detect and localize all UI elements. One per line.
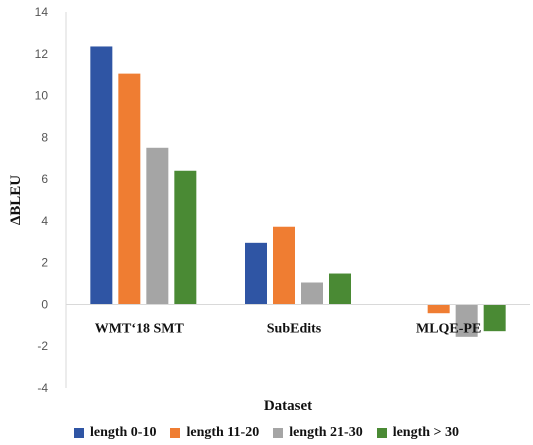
x-axis-title: Dataset [264, 398, 312, 414]
y-tick-label: 2 [41, 256, 48, 270]
legend-label: length 11-20 [186, 425, 260, 440]
legend-item: length 0-10 [73, 425, 157, 441]
legend-label: length 21-30 [289, 425, 363, 440]
bar [118, 73, 141, 305]
y-tick-label: 0 [41, 297, 48, 311]
y-tick-label: 6 [41, 172, 48, 186]
bar [146, 147, 169, 305]
category-label: SubEdits [267, 321, 322, 336]
legend: length 0-10 length 11-20 length 21-30 lengt… [0, 423, 533, 443]
legend-item: length > 30 [376, 425, 460, 441]
bar [273, 226, 295, 305]
y-tick-label: 14 [35, 5, 49, 19]
bar [455, 304, 478, 337]
bar [174, 170, 197, 305]
bar [329, 273, 351, 305]
y-axis-ticks: -4 -2 0 2 4 6 8 10 12 14 [35, 5, 49, 395]
y-tick-label: 10 [35, 89, 49, 103]
y-tick-label: 12 [35, 47, 49, 61]
legend-item: length 11-20 [170, 425, 259, 441]
legend-swatch [273, 428, 284, 438]
legend-label: length > 30 [392, 425, 460, 440]
legend-swatch [376, 428, 387, 438]
y-axis-title: ΔBLEU [8, 175, 24, 225]
bar [427, 304, 450, 314]
category-label: WMT‘18 SMT [95, 321, 185, 336]
y-tick-label: -4 [37, 381, 48, 395]
bars [90, 46, 506, 337]
y-tick-label: 8 [41, 130, 48, 144]
bar-chart: -4 -2 0 2 4 6 8 10 12 14 WMT‘18 SMT SubEdits MLQE-P… [8, 5, 530, 414]
y-tick-label: 4 [41, 214, 48, 228]
category-labels: WMT‘18 SMT SubEdits MLQE-PE [95, 321, 482, 336]
bar [90, 46, 113, 305]
bar [245, 242, 267, 305]
category-label: MLQE-PE [416, 321, 481, 336]
bar [483, 304, 506, 332]
legend-item: length 21-30 [273, 425, 363, 441]
bar [301, 282, 323, 305]
y-tick-label: -2 [37, 339, 48, 353]
legend-label: length 0-10 [89, 425, 157, 440]
legend-swatch [170, 428, 181, 438]
legend-swatch [73, 428, 84, 438]
